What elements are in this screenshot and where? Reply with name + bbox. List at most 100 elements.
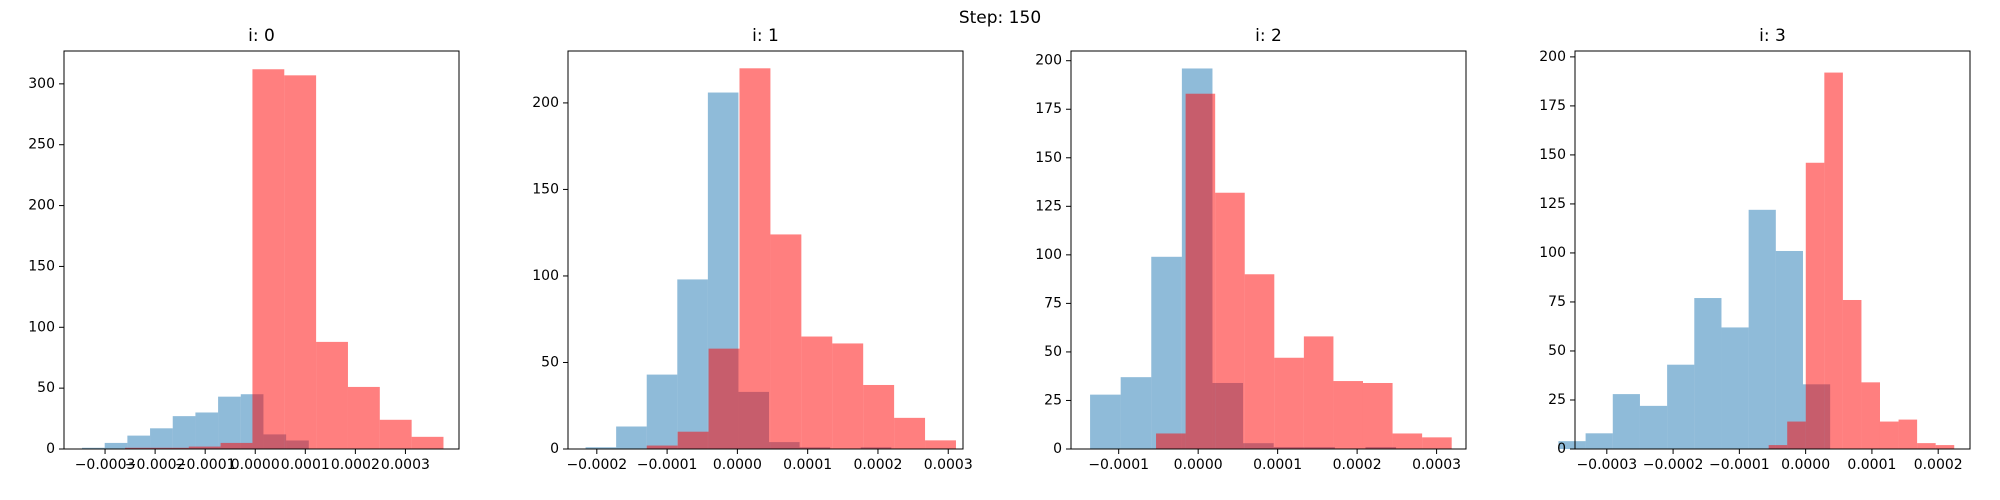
histogram-bar — [150, 428, 173, 449]
plot-frame — [63, 50, 460, 450]
histogram-bar — [195, 412, 219, 449]
histogram-bar — [801, 336, 833, 449]
histogram-bar — [585, 447, 617, 449]
x-tick-label: 0.0000 — [713, 457, 762, 473]
y-tick-label: 175 — [1035, 101, 1062, 117]
x-tick-label: 0.0001 — [281, 457, 330, 473]
histogram-bar — [347, 386, 380, 449]
y-tick-label: 100 — [1035, 247, 1062, 263]
x-tick-label: 0.0001 — [1847, 457, 1896, 473]
y-tick-label: 0 — [1053, 441, 1062, 457]
histogram-bar — [218, 396, 241, 449]
y-tick-label: 0 — [46, 441, 55, 457]
subplot-title: i: 3 — [1759, 26, 1786, 46]
y-tick-label: 200 — [28, 198, 55, 214]
y-tick-label: 50 — [541, 354, 559, 370]
y-tick-label: 50 — [1044, 344, 1062, 360]
histogram-bar — [677, 431, 709, 449]
x-tick-label: 0.0003 — [924, 457, 973, 473]
histogram-bar — [1612, 394, 1640, 449]
histogram-bar — [1721, 327, 1749, 449]
x-tick-label: 0.0000 — [231, 457, 280, 473]
histogram-bar — [379, 419, 412, 449]
x-tick-label: −0.0003 — [1576, 457, 1637, 473]
y-tick-label: 0 — [550, 441, 559, 457]
histogram-bar — [1120, 377, 1152, 449]
x-tick-label: 0.0001 — [1253, 457, 1302, 473]
x-tick-label: 0.0002 — [853, 457, 902, 473]
histogram-bar — [252, 69, 285, 449]
x-tick-label: 0.0001 — [783, 457, 832, 473]
histogram-bar — [411, 436, 444, 449]
histogram-bar — [220, 442, 253, 449]
x-tick-label: −0.0003 — [75, 457, 136, 473]
histogram-bar — [1667, 364, 1695, 449]
x-tick-label: 0.0002 — [331, 457, 380, 473]
histogram-bar — [1917, 443, 1936, 449]
plot-frame — [1574, 50, 1971, 450]
histogram-bar — [1244, 274, 1275, 449]
plot-frame — [567, 50, 964, 450]
histogram-bar — [1303, 336, 1334, 449]
x-tick-label: −0.0002 — [1643, 457, 1704, 473]
histogram-bar — [616, 426, 647, 449]
y-tick-label: 150 — [532, 181, 559, 197]
histogram-bar — [1362, 382, 1393, 449]
histogram-bar — [1842, 299, 1862, 449]
histogram-bar — [1558, 441, 1586, 449]
histogram-bar — [1422, 437, 1452, 449]
y-tick-label: 150 — [1035, 150, 1062, 166]
histogram-bar — [1805, 162, 1825, 449]
histogram-bar — [1935, 445, 1955, 449]
x-tick-label: 0.0002 — [1914, 457, 1963, 473]
histogram-bar — [1392, 433, 1423, 449]
x-tick-label: −0.0001 — [175, 457, 236, 473]
y-tick-label: 50 — [37, 380, 55, 396]
y-tick-label: 75 — [1548, 294, 1566, 310]
histogram-bar — [1585, 433, 1613, 449]
histogram-bar — [1775, 250, 1803, 449]
histogram-bar — [1694, 298, 1722, 449]
histogram-bar — [316, 341, 348, 449]
y-tick-label: 250 — [28, 137, 55, 153]
y-tick-label: 100 — [28, 319, 55, 335]
histogram-bar — [127, 435, 151, 449]
histogram-bar — [1748, 209, 1776, 449]
x-tick-label: −0.0002 — [566, 457, 627, 473]
histogram-bar — [1639, 405, 1668, 449]
y-tick-label: 150 — [1539, 147, 1566, 163]
histogram-bar — [172, 416, 196, 449]
x-tick-label: −0.0001 — [637, 457, 698, 473]
histogram-bar — [925, 440, 956, 449]
y-tick-label: 125 — [1539, 196, 1566, 212]
histogram-bar — [1185, 93, 1216, 450]
histogram-bar — [1879, 421, 1899, 449]
y-tick-label: 25 — [1044, 392, 1062, 408]
x-tick-label: −0.0001 — [1709, 457, 1770, 473]
histogram-bar — [156, 447, 189, 449]
histogram-bar — [82, 447, 105, 449]
y-tick-label: 175 — [1539, 98, 1566, 114]
x-tick-label: 0.0002 — [1333, 457, 1382, 473]
y-tick-label: 200 — [1539, 49, 1566, 65]
histogram-bar — [646, 445, 678, 449]
histogram-bar — [739, 68, 771, 449]
x-tick-label: 0.0003 — [381, 457, 430, 473]
histogram-bar — [104, 442, 128, 449]
histogram-bar — [1156, 433, 1186, 449]
histogram-bar — [284, 75, 317, 450]
x-tick-label: −0.0002 — [125, 457, 186, 473]
x-tick-label: 0.0000 — [1174, 457, 1223, 473]
y-tick-label: 200 — [1035, 53, 1062, 69]
y-tick-label: 100 — [532, 268, 559, 284]
plot-frame — [1070, 50, 1467, 450]
histogram-bar — [1274, 357, 1304, 449]
histogram-bar — [1787, 421, 1806, 449]
histogram-bar — [894, 417, 926, 449]
histogram-bar — [1090, 394, 1121, 449]
y-tick-label: 125 — [1035, 198, 1062, 214]
histogram-bar — [677, 279, 708, 449]
y-tick-label: 25 — [1548, 392, 1566, 408]
histogram-bar — [1824, 72, 1843, 450]
